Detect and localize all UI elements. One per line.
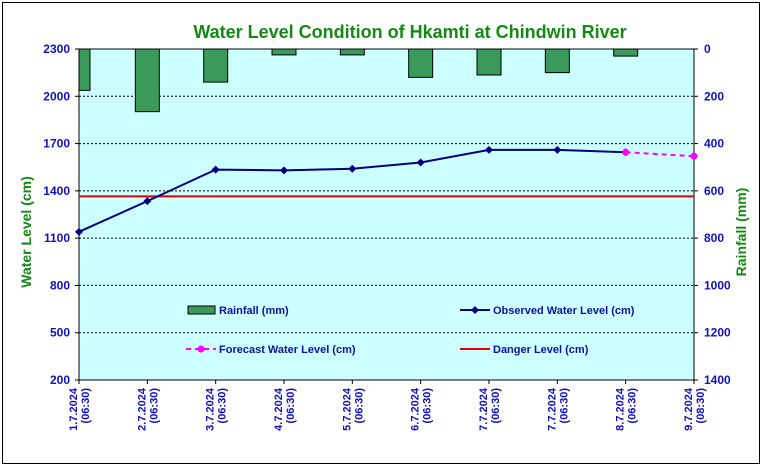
chart-title: Water Level Condition of Hkamti at Chind…: [193, 22, 626, 42]
x-tick-label: 2.7.2024(06:30): [136, 387, 160, 431]
rainfall-bar: [271, 48, 297, 56]
right-tick-label: 1200: [704, 326, 731, 340]
left-tick-label: 2300: [43, 42, 70, 56]
right-axis-ticks: 0 200 400 600 800 1000 1200 1400: [694, 42, 731, 387]
legend-forecast-marker: [197, 345, 205, 353]
forecast-point: [622, 148, 630, 156]
x-tick-label: 7.7.2024(06:30): [546, 387, 570, 431]
x-tick-label: 6.7.2024(06:30): [410, 387, 434, 431]
observed-point: [416, 158, 425, 167]
x-tick-label: 7.7.2024(06:30): [478, 387, 502, 431]
x-tick-label: 4.7.2024(06:30): [273, 387, 297, 431]
x-tick-label: 8.7.2024(06:30): [615, 387, 639, 431]
legend: Rainfall (mm) Observed Water Level (cm) Fo…: [186, 305, 635, 356]
rainfall-bar: [544, 48, 570, 74]
right-tick-label: 0: [704, 42, 711, 56]
rainfall-bar: [613, 48, 639, 57]
x-axis-ticks: 1.7.2024(06:30) 2.7.2024(06:30) 3.7.2024(0…: [68, 380, 707, 431]
observed-point: [280, 166, 288, 175]
observed-point: [143, 197, 152, 206]
legend-label: Observed Water Level (cm): [493, 305, 635, 317]
gridlines: [79, 95, 694, 334]
legend-observed-marker: [471, 306, 479, 314]
rainfall-bar: [408, 48, 434, 78]
right-tick-label: 1000: [704, 278, 731, 292]
legend-rainfall-swatch: [187, 305, 216, 315]
rainfall-bar: [339, 48, 365, 56]
rainfall-bar: [203, 48, 229, 83]
right-tick-label: 200: [704, 89, 724, 103]
rainfall-bars: [78, 48, 639, 113]
forecast-line: [625, 151, 695, 158]
observed-point: [348, 164, 357, 173]
x-tick-label: 9.7.2024(08:30): [683, 387, 707, 431]
right-axis-label: Rainfall (mm): [733, 188, 749, 277]
left-tick-label: 800: [50, 278, 70, 292]
left-tick-label: 1400: [43, 184, 70, 198]
left-tick-label: 500: [50, 326, 70, 340]
rainfall-bar: [134, 48, 160, 113]
right-tick-label: 1400: [704, 373, 731, 387]
left-axis-label: Water Level (cm): [18, 176, 34, 288]
right-tick-label: 400: [704, 137, 724, 151]
legend-label: Rainfall (mm): [219, 305, 289, 317]
observed-point: [211, 165, 220, 174]
left-tick-label: 2000: [43, 89, 70, 103]
left-tick-label: 1700: [43, 137, 70, 151]
right-tick-label: 600: [704, 184, 724, 198]
plot-area: [78, 48, 695, 381]
water-level-lines: [75, 145, 698, 236]
x-tick-label: 5.7.2024(06:30): [341, 387, 365, 431]
legend-label: Danger Level (cm): [493, 344, 589, 356]
rainfall-bar: [476, 48, 502, 76]
left-tick-label: 1100: [44, 231, 70, 245]
forecast-point: [690, 152, 698, 160]
right-tick-label: 800: [704, 231, 724, 245]
x-tick-label: 3.7.2024(06:30): [205, 387, 229, 431]
legend-label: Forecast Water Level (cm): [219, 344, 356, 356]
observed-point: [75, 227, 83, 236]
left-axis-ticks: 2300 2000 1700 1400 1100 800 500 200: [43, 42, 79, 387]
observed-point: [553, 145, 562, 154]
rainfall-bar: [78, 48, 91, 91]
left-tick-label: 200: [50, 373, 70, 387]
observed-point: [485, 145, 493, 154]
x-tick-label: 1.7.2024(06:30): [68, 387, 92, 431]
